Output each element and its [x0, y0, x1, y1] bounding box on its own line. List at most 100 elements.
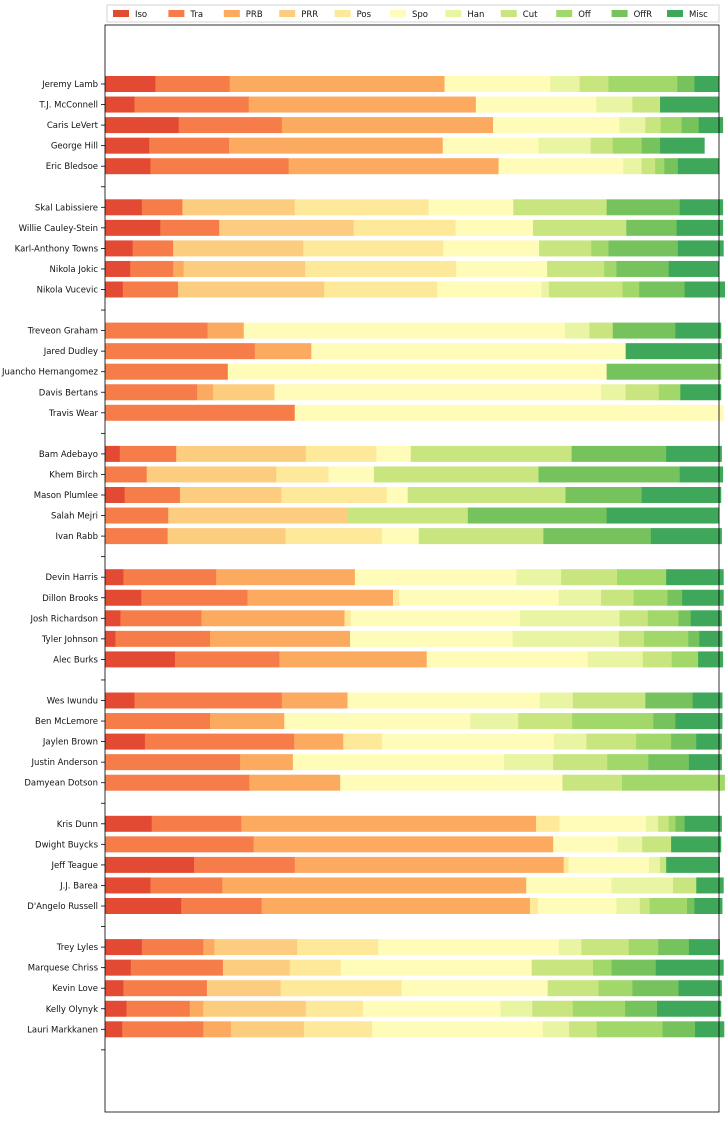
- legend-swatch: [556, 10, 573, 17]
- bar-segment: [516, 569, 562, 586]
- bar-segment: [641, 158, 656, 175]
- bar-segment: [203, 1021, 232, 1038]
- bar-segment: [532, 1000, 574, 1017]
- bar-segment: [105, 651, 176, 668]
- bar-segment: [625, 343, 722, 360]
- bar-row: [105, 384, 722, 401]
- bar-segment: [619, 610, 649, 627]
- bar-row: [105, 774, 725, 791]
- bar-segment: [611, 959, 657, 976]
- y-tick-label: Trey Lyles: [56, 943, 99, 953]
- bar-segment: [141, 939, 204, 956]
- bar-segment: [456, 260, 548, 277]
- bar-segment: [695, 1021, 725, 1038]
- bar-segment: [149, 137, 230, 154]
- bar-segment: [372, 1021, 544, 1038]
- bar-segment: [532, 219, 627, 236]
- bar-row: [105, 199, 724, 216]
- legend-label: OffR: [634, 10, 653, 20]
- y-tick-label: Devin Harris: [46, 573, 99, 583]
- bar-segment: [213, 384, 275, 401]
- bar-segment: [671, 733, 697, 750]
- bar-segment: [105, 856, 195, 873]
- bar-segment: [105, 836, 254, 853]
- bar-row: [105, 589, 724, 606]
- bar-segment: [401, 980, 549, 997]
- bar-segment: [130, 959, 224, 976]
- y-tick-label: Bam Adebayo: [39, 450, 98, 460]
- bar-segment: [596, 96, 633, 113]
- bar-segment: [679, 466, 724, 483]
- y-tick-label: Mason Plumlee: [34, 491, 98, 501]
- bar-segment: [671, 836, 722, 853]
- bar-segment: [671, 651, 699, 668]
- bar-segment: [201, 610, 345, 627]
- bar-segment: [289, 959, 342, 976]
- bar-segment: [124, 487, 181, 503]
- bar-segment: [550, 76, 581, 92]
- bar-segment: [633, 589, 668, 606]
- bar-segment: [699, 630, 723, 647]
- bar-segment: [105, 199, 143, 216]
- bar-row: [105, 651, 724, 668]
- legend-label: Misc: [689, 10, 708, 20]
- bar-segment: [248, 96, 477, 113]
- bar-segment: [284, 713, 471, 730]
- bar-segment: [675, 322, 722, 339]
- bar-segment: [564, 322, 590, 339]
- bar-segment: [684, 281, 725, 298]
- bar-segment: [639, 281, 686, 298]
- bar-segment: [305, 1000, 364, 1017]
- bar-segment: [684, 815, 722, 832]
- bar-row: [105, 487, 722, 503]
- bar-segment: [675, 815, 686, 832]
- bar-segment: [504, 754, 554, 771]
- bar-segment: [222, 877, 527, 894]
- bar-row: [105, 260, 720, 277]
- legend-item: PRB: [223, 10, 263, 20]
- bar-segment: [553, 733, 587, 750]
- bar-segment: [105, 713, 211, 730]
- bar-segment: [105, 692, 135, 709]
- bar-row: [105, 733, 722, 750]
- bar-segment: [589, 322, 614, 339]
- y-tick-label: Eric Bledsoe: [46, 162, 98, 172]
- bar-segment: [611, 877, 674, 894]
- bar-segment: [649, 898, 688, 914]
- y-tick-label: Wes Iwundu: [47, 697, 98, 707]
- legend-swatch: [500, 10, 517, 17]
- legend-label: Pos: [357, 10, 372, 20]
- bar-segment: [178, 281, 325, 298]
- bar-segment: [105, 445, 121, 462]
- legend-swatch: [168, 10, 185, 17]
- bar-segment: [105, 96, 135, 113]
- bar-segment: [572, 692, 646, 709]
- bar-segment: [616, 898, 641, 914]
- legend-label: Han: [467, 10, 484, 20]
- bar-row: [105, 507, 720, 524]
- bar-segment: [119, 445, 177, 462]
- bar-segment: [679, 199, 724, 216]
- bar-segment: [587, 651, 644, 668]
- bar-segment: [553, 836, 619, 853]
- legend-label: PRB: [246, 10, 263, 20]
- bar-segment: [518, 713, 573, 730]
- bar-segment: [512, 630, 620, 647]
- bar-segment: [105, 158, 151, 175]
- y-tick-label: Jared Dudley: [43, 347, 98, 357]
- y-tick-label: Kevin Love: [52, 984, 98, 994]
- bar-segment: [547, 260, 605, 277]
- bar-segment: [378, 939, 560, 956]
- bar-segment: [645, 692, 693, 709]
- bar-segment: [203, 939, 215, 956]
- bar-segment: [167, 528, 286, 545]
- bar-segment: [146, 466, 277, 483]
- bar-segment: [660, 137, 705, 154]
- bar-segment: [344, 610, 351, 627]
- bar-segment: [639, 898, 651, 914]
- y-tick-label: Alec Burks: [53, 655, 98, 665]
- bar-segment: [537, 898, 617, 914]
- bar-segment: [105, 507, 169, 524]
- bar-segment: [122, 281, 179, 298]
- bar-segment: [565, 487, 643, 503]
